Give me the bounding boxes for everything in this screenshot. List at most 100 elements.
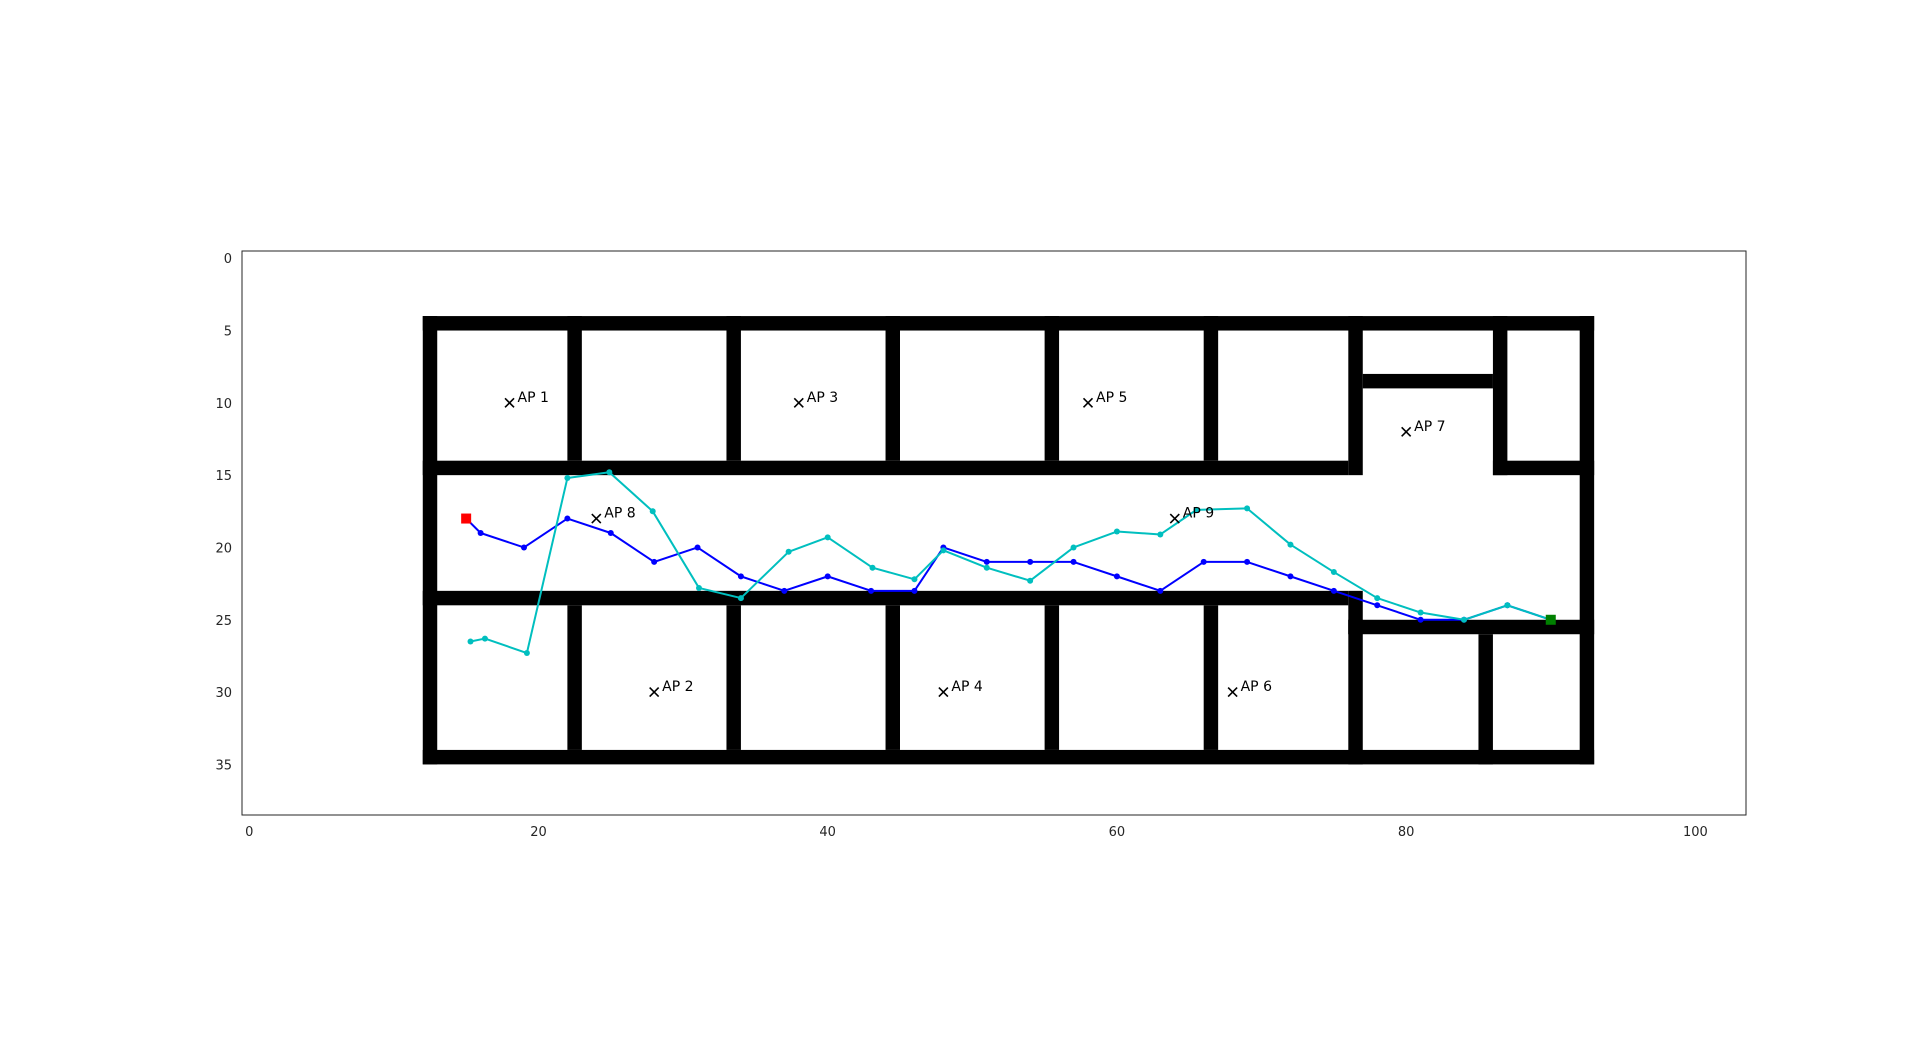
series-0-point [607,530,614,536]
x-tick-label: 100 [1683,825,1708,840]
series-0-point [737,573,744,580]
series-1-point [1374,595,1381,602]
access-point-marker [504,397,515,408]
series-1-point [869,564,876,571]
access-point-label: AP 3 [807,390,838,406]
wall-6 [422,590,1349,606]
wall-17 [1044,316,1060,461]
series-0-point [1244,558,1251,565]
wall-13 [1478,634,1493,765]
series-0-point [1330,587,1337,594]
series-1-point [695,584,702,591]
access-point-marker [1082,397,1094,408]
series-0-point [1200,558,1207,565]
series-1-point [1417,609,1424,616]
wall-11 [1362,373,1493,389]
x-tick-label: 40 [819,825,836,840]
series-0-point [564,515,571,522]
series-0-point [983,558,990,565]
y-axis-ticks: 0 5 10 15 20 25 30 35 [215,252,232,773]
access-point-label: AP 8 [604,506,635,522]
wall-16 [885,316,900,461]
series-1-point [606,469,613,476]
series-1-point [940,547,947,554]
wall-10 [1348,619,1363,765]
series-1-point [1193,506,1200,513]
series-0-point [824,573,831,580]
wall-2 [422,316,438,765]
access-points-layer: AP 1 AP 2 AP 3 AP 4 AP 5 AP 6 AP 7 AP 8 AP 9 [504,390,1446,698]
wall-4 [422,460,1349,476]
series-0-point [1070,558,1077,565]
wall-23 [1203,605,1219,750]
series-0-point [911,587,918,594]
start-marker [461,513,472,524]
x-tick-label: 20 [530,825,547,840]
series-1-point [911,576,918,583]
wall-15 [726,316,741,461]
series-1-point [564,475,571,482]
series-0-point [1374,602,1381,609]
access-point-label: AP 2 [662,679,693,695]
y-tick-label: 30 [215,686,232,701]
wall-12 [1492,316,1508,476]
wall-19 [567,605,582,750]
series-0-point [694,544,701,551]
access-point-marker [1401,426,1412,437]
y-tick-label: 10 [215,397,232,412]
series-0-point [651,558,658,565]
series-0-point [1417,616,1424,623]
y-tick-label: 15 [215,469,232,484]
access-point-marker [591,513,602,524]
access-point-marker [1169,513,1180,524]
series-0-point [477,530,484,536]
series-0-point [1287,573,1294,580]
end-marker [1545,614,1556,625]
series-1-point [1157,531,1164,538]
series-1-point [1330,569,1337,576]
wall-21 [885,605,900,750]
x-axis-ticks: 0 20 40 60 80 100 [245,825,1708,840]
access-point-label: AP 5 [1096,390,1127,406]
access-point-label: AP 1 [518,390,549,406]
series-0-point [1113,573,1120,580]
access-point-label: AP 6 [1241,679,1272,695]
wall-22 [1044,605,1060,750]
series-1-point [1504,602,1511,609]
series-0-point [521,544,527,551]
series-1-point [824,534,831,541]
y-tick-label: 20 [215,541,232,556]
series-layer [463,469,1554,657]
series-1-point [523,650,530,657]
x-tick-label: 0 [245,825,253,840]
series-0-point [1027,558,1034,565]
series-1-point [1461,616,1467,623]
wall-20 [726,605,741,750]
wall-7 [1348,619,1595,635]
access-point-marker [649,687,660,698]
series-1-point [1244,505,1251,512]
wall-0 [422,316,1595,331]
series-1-point [1027,577,1034,584]
access-point-label: AP 7 [1414,419,1445,435]
wall-14 [567,316,582,461]
walls-layer [422,316,1595,765]
wall-5 [1492,460,1595,476]
wall-18 [1203,316,1219,461]
y-tick-label: 5 [224,325,232,340]
series-0-point [868,587,875,594]
wall-1 [422,749,1595,765]
series-1-point [649,508,656,515]
series-1-point [1070,544,1077,551]
series-1-point [983,564,990,571]
markers-layer [461,513,1556,625]
y-tick-label: 35 [215,758,232,773]
access-point-label: AP 9 [1183,506,1214,522]
series-0-point [1157,587,1164,594]
series-1-point [467,638,474,645]
x-tick-label: 60 [1109,825,1126,840]
y-tick-label: 0 [224,252,232,267]
access-point-marker [1227,687,1238,698]
wall-9 [1348,316,1363,476]
